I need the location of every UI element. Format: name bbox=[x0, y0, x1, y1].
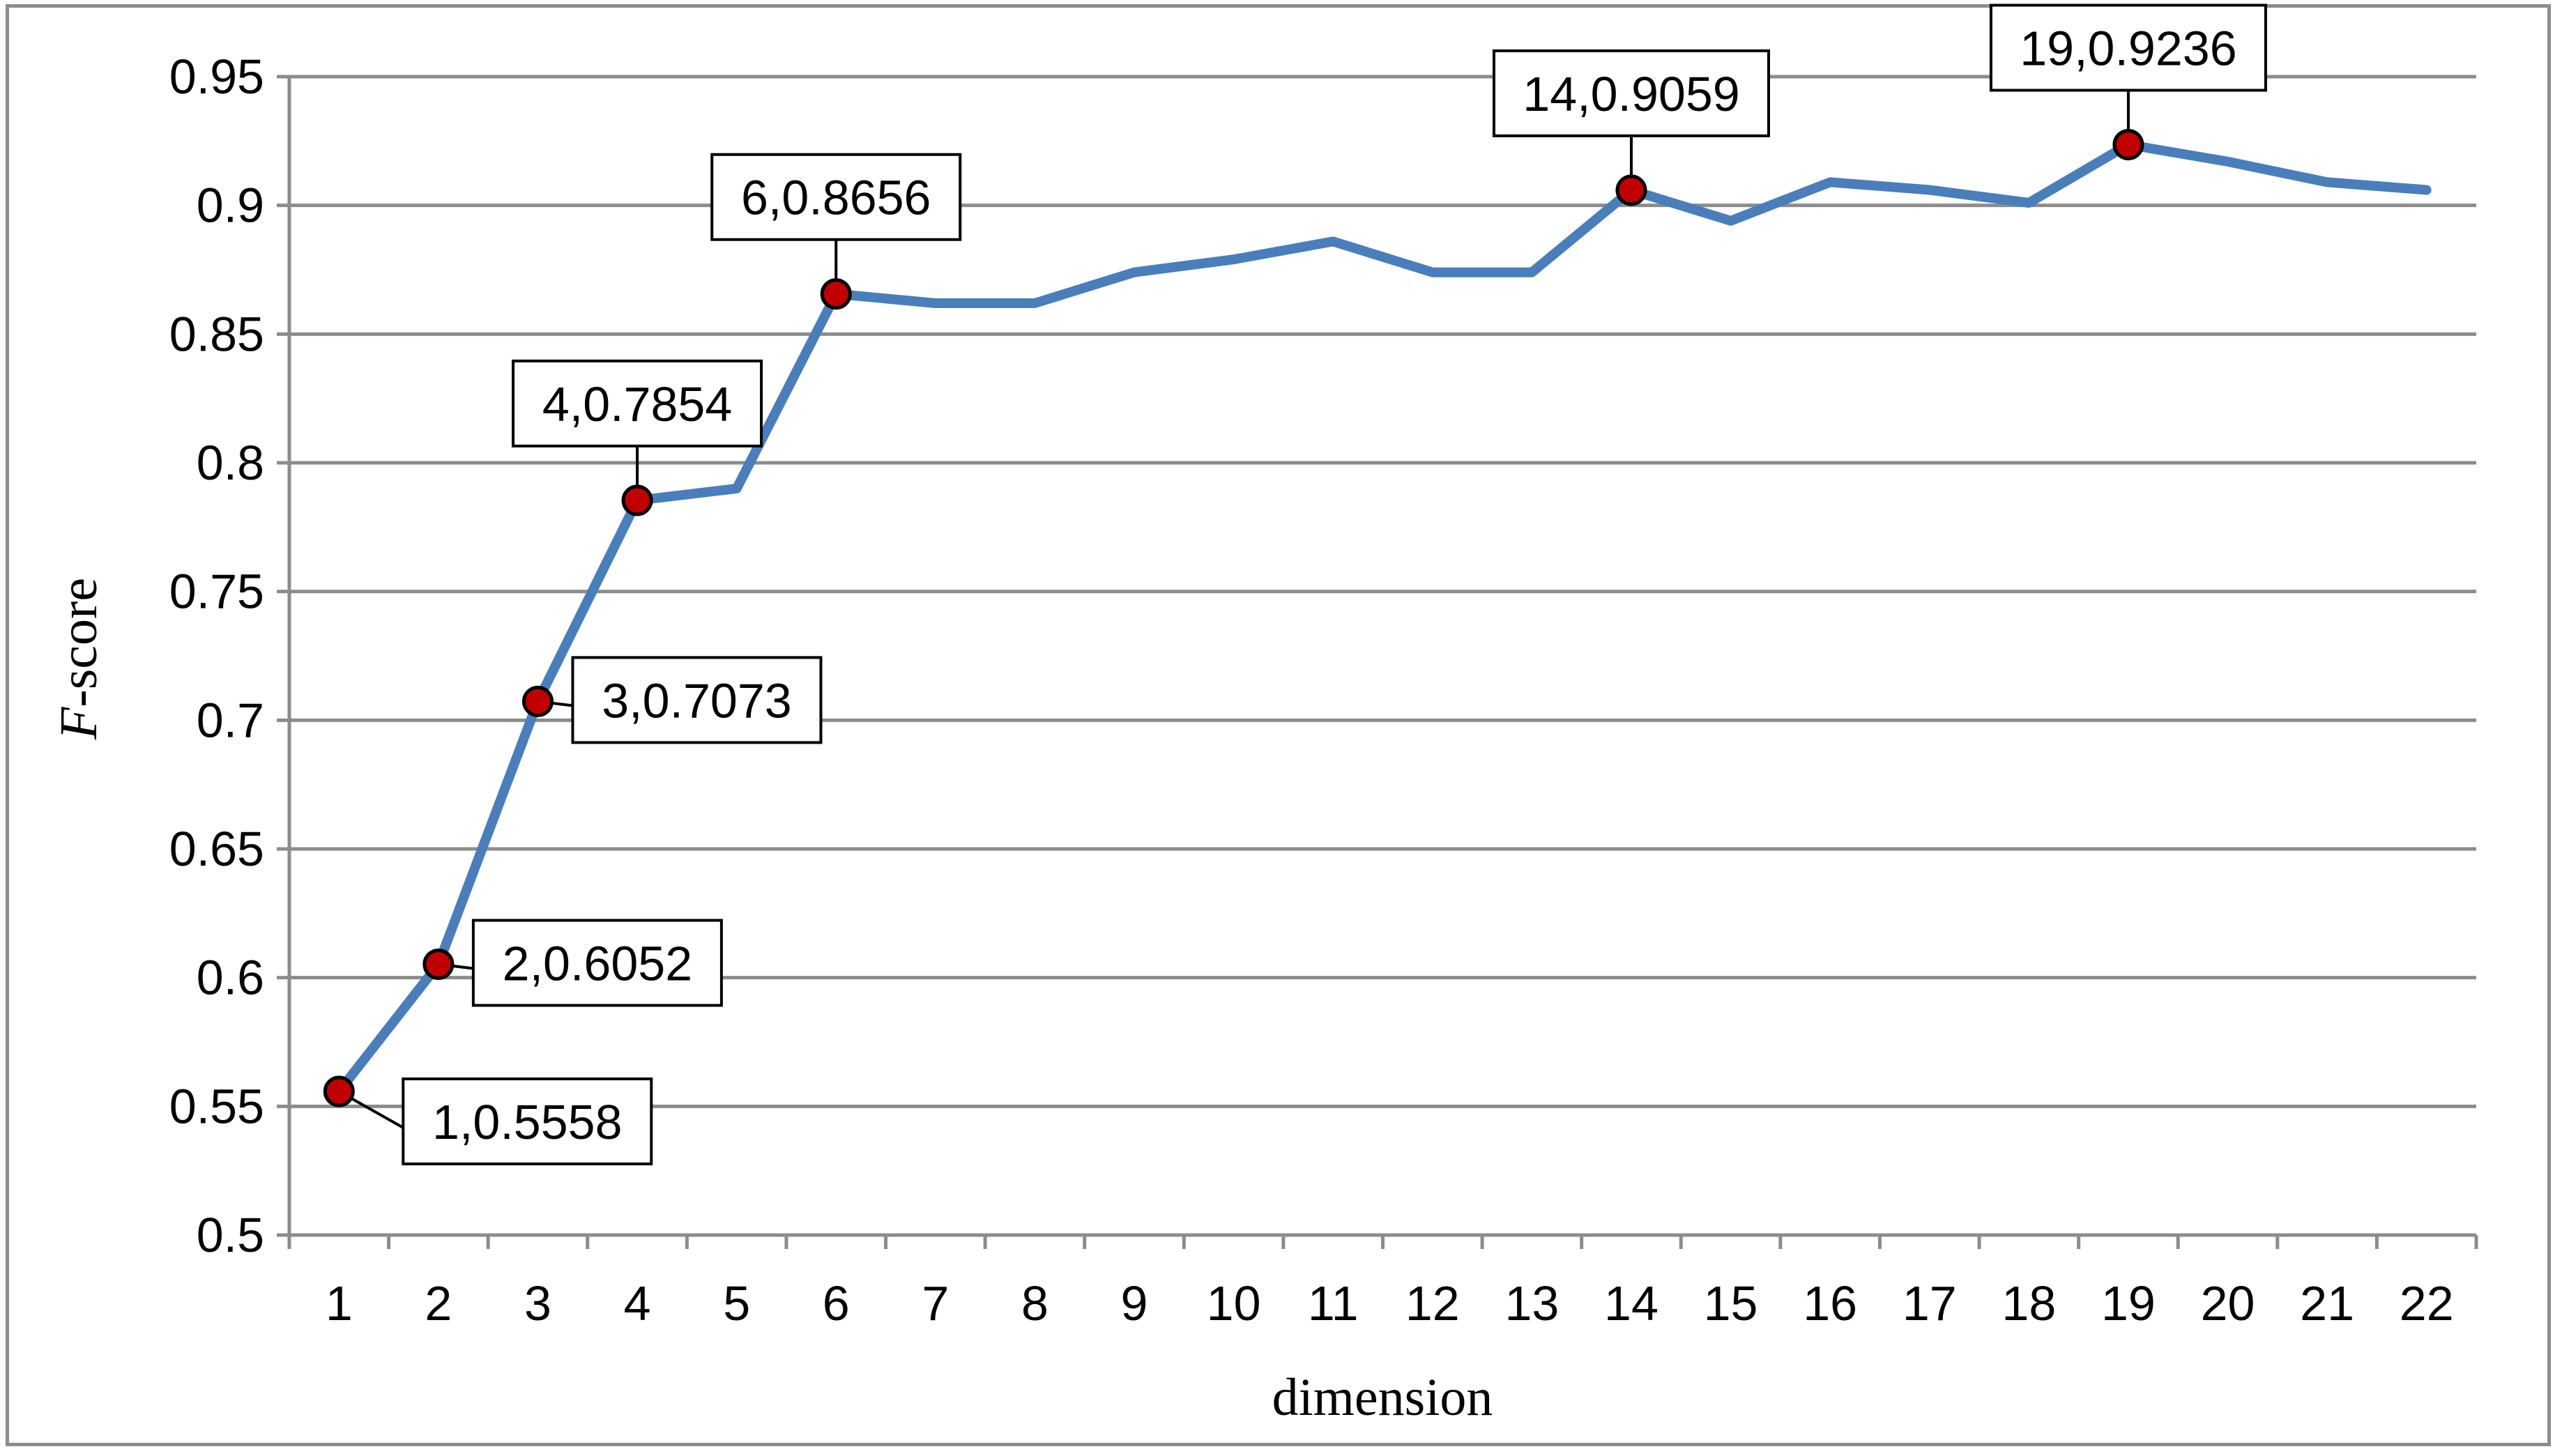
x-tick-label: 15 bbox=[1704, 1276, 1758, 1331]
callout-label: 14,0.9059 bbox=[1523, 67, 1739, 121]
callout-box bbox=[571, 656, 823, 744]
x-tick-label: 19 bbox=[2101, 1276, 2156, 1331]
y-tick-label: 0.7 bbox=[197, 693, 264, 747]
x-tick-label: 1 bbox=[326, 1276, 353, 1331]
y-tick-labels: 0.5 0.55 0.6 0.65 0.7 0.75 0.8 0.85 0.9 0.95 bbox=[169, 49, 264, 1262]
y-tick-label: 0.6 bbox=[197, 951, 264, 1005]
callout-box bbox=[471, 919, 723, 1007]
callout-box bbox=[710, 153, 962, 241]
x-tick-label: 21 bbox=[2300, 1276, 2354, 1331]
data-point-marker bbox=[820, 278, 852, 310]
x-tick-label: 4 bbox=[624, 1276, 651, 1331]
data-point-marker bbox=[621, 484, 653, 516]
x-tick-label: 12 bbox=[1405, 1276, 1460, 1331]
y-axis-title-italic: F bbox=[49, 706, 108, 740]
data-callouts: 1,0.5558 2,0.6052 3,0.7073 4,0.7854 6,0.8656… bbox=[338, 3, 2267, 1165]
callout-box bbox=[1989, 3, 2267, 92]
x-tick-labels: 1 2 3 4 5 6 7 8 9 10 11 12 13 14 15 16 17 18 19 20 21 22 bbox=[326, 1276, 2454, 1331]
x-tick-label: 22 bbox=[2400, 1276, 2454, 1331]
data-point-marker bbox=[521, 685, 554, 717]
chart-frame bbox=[6, 4, 2551, 1446]
y-tick-label: 0.85 bbox=[169, 307, 264, 361]
x-tick-label: 17 bbox=[1903, 1276, 1957, 1331]
y-tick-label: 0.95 bbox=[169, 49, 264, 104]
x-tick-label: 7 bbox=[922, 1276, 949, 1331]
callout-label: 3,0.7073 bbox=[602, 673, 791, 728]
y-axis-title-rest: -score bbox=[49, 578, 108, 707]
callout-label: 6,0.8656 bbox=[741, 171, 931, 225]
callout-label: 4,0.7854 bbox=[542, 377, 732, 431]
x-tick-label: 6 bbox=[823, 1276, 850, 1331]
x-tick-label: 13 bbox=[1504, 1276, 1559, 1331]
data-point-marker bbox=[422, 948, 455, 980]
series-line bbox=[334, 139, 2432, 1096]
callout-label: 19,0.9236 bbox=[2020, 22, 2236, 76]
y-tick-label: 0.65 bbox=[169, 822, 264, 876]
callout-label: 1,0.5558 bbox=[432, 1095, 622, 1149]
callout-label: 2,0.6052 bbox=[503, 936, 692, 990]
x-tick-label: 18 bbox=[2001, 1276, 2056, 1331]
axes bbox=[277, 75, 2478, 1249]
x-tick-label: 20 bbox=[2201, 1276, 2255, 1331]
y-tick-label: 0.55 bbox=[169, 1079, 264, 1133]
callout-box bbox=[1492, 49, 1770, 137]
x-tick-label: 8 bbox=[1021, 1276, 1049, 1331]
x-tick-label: 14 bbox=[1604, 1276, 1659, 1331]
data-point-marker bbox=[2112, 129, 2144, 161]
callout-box bbox=[402, 1077, 653, 1165]
x-tick-label: 11 bbox=[1308, 1276, 1359, 1331]
series-line-path bbox=[334, 139, 2432, 1096]
y-tick-label: 0.5 bbox=[197, 1208, 264, 1262]
y-tick-label: 0.75 bbox=[169, 565, 264, 619]
x-tick-label: 2 bbox=[425, 1276, 452, 1331]
x-tick-label: 16 bbox=[1803, 1276, 1857, 1331]
data-point-marker bbox=[323, 1075, 355, 1108]
y-axis-title: F-score bbox=[49, 578, 108, 740]
y-tick-label: 0.8 bbox=[197, 436, 264, 490]
x-tick-label: 9 bbox=[1121, 1276, 1148, 1331]
x-tick-label: 3 bbox=[524, 1276, 551, 1331]
data-point-marker bbox=[1615, 174, 1647, 206]
x-axis-title: dimension bbox=[1272, 1368, 1493, 1427]
data-markers bbox=[323, 129, 2144, 1108]
x-tick-label: 10 bbox=[1207, 1276, 1261, 1331]
callout-box bbox=[512, 359, 763, 447]
y-tick-label: 0.9 bbox=[197, 178, 264, 233]
x-tick-label: 5 bbox=[723, 1276, 750, 1331]
